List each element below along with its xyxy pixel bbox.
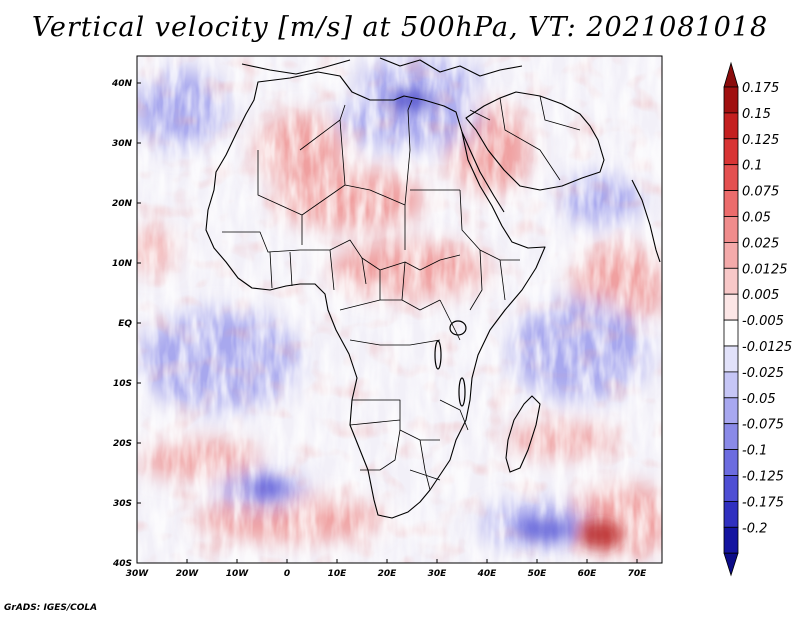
colorbar-label: 0.025 — [742, 236, 779, 251]
colorbar-swatch — [723, 86, 739, 114]
velocity-field — [137, 56, 662, 563]
central-africa-borders — [339, 254, 461, 346]
colorbar-swatch — [723, 319, 739, 347]
lake-malawi — [458, 377, 466, 407]
lat-label: 10S — [113, 379, 132, 389]
lat-label: 20S — [113, 439, 132, 449]
strong-updraft-core — [578, 521, 622, 549]
longitude-axis: 30W 20W 10W 0 10E 20E 30E 40E 50E 60E 70E — [126, 559, 647, 579]
colorbar-swatch — [723, 293, 739, 321]
lat-label: 30S — [113, 499, 132, 509]
colorbar-swatch — [723, 267, 739, 295]
colorbar-swatch — [723, 475, 739, 502]
colorbar-swatch — [723, 216, 739, 243]
map-frame — [136, 55, 663, 564]
field-streaks — [137, 56, 662, 563]
arabia-coastline — [465, 91, 605, 191]
colorbar-label: 0.1 — [742, 159, 763, 174]
middle-east-borders — [469, 95, 581, 181]
lon-label: 30E — [428, 569, 448, 579]
colorbar-swatch — [723, 500, 739, 528]
lon-label: 60E — [578, 569, 598, 579]
colorbar-swatch — [723, 371, 739, 399]
strong-subsidence-core-2 — [517, 518, 573, 542]
colorbar-label: -0.1 — [742, 444, 767, 459]
africa-coastline — [205, 71, 546, 519]
colorbar-top-arrow — [723, 61, 739, 88]
colorbar-swatch — [723, 138, 739, 166]
colorbar-label: -0.005 — [742, 314, 784, 329]
colorbar-swatch — [723, 423, 739, 451]
colorbar-swatch — [723, 449, 739, 476]
colorbar-label: 0.0125 — [742, 262, 788, 277]
colorbar-label: 0.125 — [742, 133, 779, 148]
colorbar-label: -0.2 — [742, 521, 767, 536]
country-borders — [222, 95, 581, 491]
lakes — [434, 320, 467, 407]
strong-subsidence-core — [248, 478, 288, 498]
europe-coastline — [241, 57, 523, 77]
colorbar-swatch — [723, 190, 739, 217]
west-africa-borders — [222, 231, 367, 291]
colorbar-label: -0.025 — [742, 366, 784, 381]
lon-label: 10E — [328, 569, 348, 579]
lon-label: 0 — [284, 569, 290, 579]
colorbar-swatch — [723, 164, 739, 191]
colorbar-label: 0.005 — [742, 288, 779, 303]
colorbar-label: -0.05 — [742, 392, 776, 407]
india-coastline — [631, 179, 661, 263]
colorbar-swatch — [723, 241, 739, 269]
madagascar-coastline — [505, 395, 541, 473]
colorbar-label: -0.0125 — [742, 340, 792, 355]
strong-cores — [248, 90, 622, 549]
colorbar-swatch — [723, 526, 739, 554]
lon-label: 70E — [628, 569, 648, 579]
coastlines — [205, 57, 661, 519]
lon-label: 20E — [378, 569, 398, 579]
colorbar-label: -0.075 — [742, 418, 784, 433]
colorbar-swatch — [723, 112, 739, 140]
lat-label: 30N — [112, 139, 133, 149]
colorbar-label: 0.175 — [742, 81, 779, 96]
colorbar-swatch — [723, 397, 739, 425]
colorbar: 0.175 0.15 0.125 0.1 0.075 0.05 0.025 0.0125 0.0… — [723, 61, 792, 577]
lake-tanganyika — [434, 340, 442, 370]
mediterranean-subsidence-core — [388, 90, 432, 110]
sahara-borders — [257, 99, 460, 250]
lon-label: 20W — [176, 569, 200, 579]
lat-label: 20N — [112, 199, 133, 209]
lon-label: 40E — [477, 569, 498, 579]
colorbar-label: 0.15 — [742, 107, 771, 122]
lake-victoria — [449, 320, 467, 336]
colorbar-label: 0.05 — [742, 211, 771, 226]
lat-label: 40N — [111, 79, 133, 89]
lon-label: 50E — [528, 569, 548, 579]
colorbar-label: -0.125 — [742, 470, 784, 485]
latitude-axis: 40N 30N 20N 10N EQ 10S 20S 30S 40S — [111, 79, 141, 569]
lon-label: 30W — [126, 569, 150, 579]
lat-label: 10N — [112, 259, 133, 269]
colorbar-bottom-arrow — [723, 552, 739, 577]
lat-label: 40S — [112, 559, 132, 569]
colorbar-swatch — [723, 345, 739, 373]
grads-credit: GrADS: IGES/COLA — [4, 603, 98, 613]
red-sea-coast — [461, 131, 505, 213]
east-africa-borders — [459, 189, 520, 311]
map-title: Vertical velocity [m/s] at 500hPa, VT: 2… — [31, 12, 769, 43]
southern-africa-borders — [349, 399, 469, 491]
lon-label: 10W — [226, 569, 250, 579]
colorbar-label: -0.175 — [742, 495, 784, 510]
lat-label: EQ — [118, 319, 132, 329]
colorbar-label: 0.075 — [742, 185, 779, 200]
